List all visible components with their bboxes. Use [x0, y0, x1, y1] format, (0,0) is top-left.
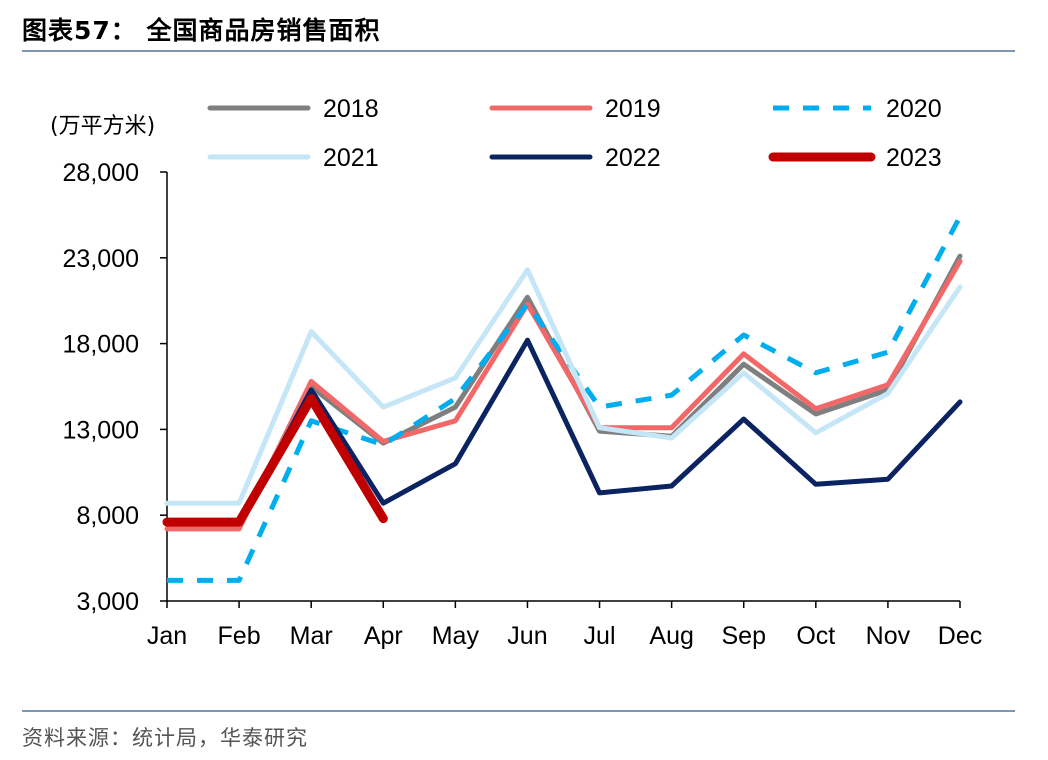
x-tick-label: Sep — [721, 622, 765, 650]
y-tick-label: 3,000 — [76, 588, 139, 616]
x-tick-label: Jan — [147, 622, 187, 650]
x-tick-label: Nov — [866, 622, 911, 650]
series-line-2021 — [164, 267, 963, 506]
figure-title: 图表57： 全国商品房销售面积 — [22, 16, 381, 45]
x-tick-label: Oct — [796, 622, 835, 650]
x-tick-label: Dec — [938, 622, 982, 650]
legend-label-2023: 2023 — [886, 144, 942, 172]
series-line-2023 — [162, 394, 388, 527]
x-tick-label: Aug — [649, 622, 693, 650]
y-tick-label: 18,000 — [63, 331, 139, 359]
y-tick-label: 28,000 — [63, 159, 139, 187]
bottom-divider — [22, 710, 1015, 712]
y-tick-label: 23,000 — [63, 245, 139, 273]
top-divider — [22, 50, 1015, 52]
x-tick-label: Jul — [584, 622, 616, 650]
legend-label-2022: 2022 — [605, 144, 661, 172]
y-tick-label: 8,000 — [76, 502, 139, 530]
y-tick-label: 13,000 — [63, 416, 139, 444]
x-tick-label: Feb — [218, 622, 261, 650]
series-line-2020 — [167, 215, 963, 583]
legend: 2018 2019 2020 2021 2022 2023 — [207, 95, 942, 172]
x-tick-label: Jun — [507, 622, 547, 650]
series-line-2019 — [164, 258, 963, 532]
legend-label-2020: 2020 — [886, 95, 942, 123]
legend-label-2019: 2019 — [605, 95, 661, 123]
legend-label-2018: 2018 — [323, 95, 379, 123]
x-tick-label: May — [432, 622, 480, 650]
unit-label: (万平方米) — [50, 114, 155, 139]
axes: 3,000 8,000 13,000 18,000 23,000 28,000 Jan Feb… — [63, 159, 983, 650]
x-tick-label: Apr — [364, 622, 403, 650]
series-layer — [162, 215, 963, 583]
source-note: 资料来源：统计局，华泰研究 — [22, 726, 308, 750]
x-tick-label: Mar — [290, 622, 333, 650]
legend-label-2021: 2021 — [323, 144, 379, 172]
